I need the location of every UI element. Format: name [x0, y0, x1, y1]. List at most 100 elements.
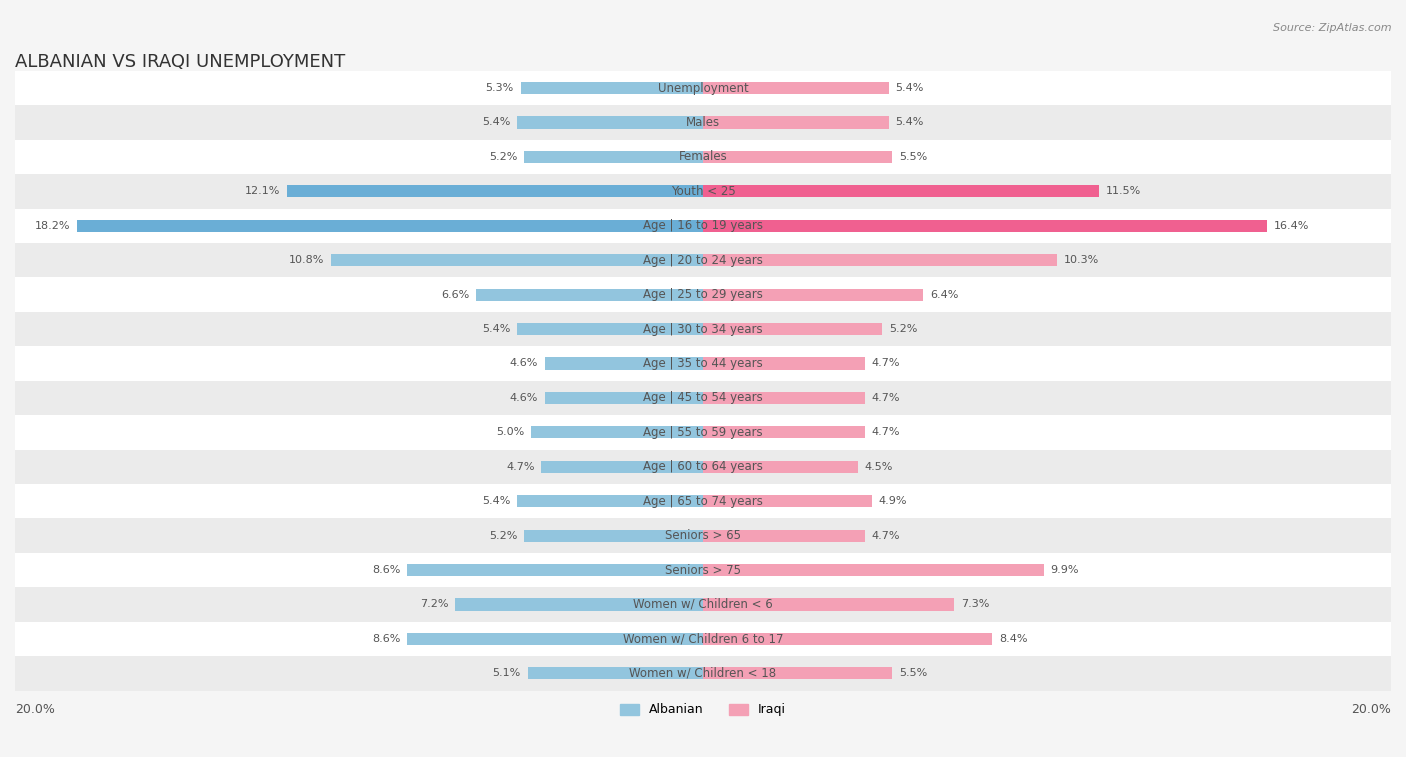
Text: Women w/ Children < 18: Women w/ Children < 18 — [630, 667, 776, 680]
Text: 11.5%: 11.5% — [1105, 186, 1140, 196]
Bar — [15, 105, 1391, 140]
Text: Age | 45 to 54 years: Age | 45 to 54 years — [643, 391, 763, 404]
Text: 4.7%: 4.7% — [506, 462, 534, 472]
Text: 6.6%: 6.6% — [441, 290, 470, 300]
Bar — [703, 323, 882, 335]
Bar — [15, 587, 1391, 621]
Bar — [15, 346, 1391, 381]
Text: 4.7%: 4.7% — [872, 531, 900, 540]
Text: 8.4%: 8.4% — [998, 634, 1028, 644]
Text: 4.5%: 4.5% — [865, 462, 893, 472]
Text: Seniors > 75: Seniors > 75 — [665, 563, 741, 577]
Text: 5.1%: 5.1% — [492, 668, 520, 678]
Bar — [703, 668, 893, 679]
Text: 5.4%: 5.4% — [482, 324, 510, 334]
Text: 5.5%: 5.5% — [898, 668, 928, 678]
Text: 5.4%: 5.4% — [482, 117, 510, 127]
Bar — [15, 656, 1391, 690]
Bar — [15, 621, 1391, 656]
Text: 5.3%: 5.3% — [485, 83, 513, 93]
Text: 5.4%: 5.4% — [896, 83, 924, 93]
Bar — [703, 633, 993, 645]
Bar — [524, 151, 703, 163]
Bar — [287, 185, 703, 198]
Bar — [77, 220, 703, 232]
Text: 9.9%: 9.9% — [1050, 565, 1078, 575]
Text: ALBANIAN VS IRAQI UNEMPLOYMENT: ALBANIAN VS IRAQI UNEMPLOYMENT — [15, 53, 346, 71]
Text: Seniors > 65: Seniors > 65 — [665, 529, 741, 542]
Bar — [15, 71, 1391, 105]
Legend: Albanian, Iraqi: Albanian, Iraqi — [616, 699, 790, 721]
Bar — [520, 82, 703, 94]
Bar — [531, 426, 703, 438]
Text: 4.6%: 4.6% — [509, 359, 538, 369]
Text: 10.3%: 10.3% — [1064, 255, 1099, 265]
Bar — [703, 530, 865, 542]
Text: Males: Males — [686, 116, 720, 129]
Text: Age | 20 to 24 years: Age | 20 to 24 years — [643, 254, 763, 266]
Text: Source: ZipAtlas.com: Source: ZipAtlas.com — [1274, 23, 1392, 33]
Bar — [15, 277, 1391, 312]
Text: Age | 60 to 64 years: Age | 60 to 64 years — [643, 460, 763, 473]
Text: Age | 25 to 29 years: Age | 25 to 29 years — [643, 288, 763, 301]
Text: Age | 16 to 19 years: Age | 16 to 19 years — [643, 220, 763, 232]
Text: Age | 65 to 74 years: Age | 65 to 74 years — [643, 495, 763, 508]
Text: 20.0%: 20.0% — [15, 702, 55, 715]
Bar — [703, 117, 889, 129]
Text: 8.6%: 8.6% — [373, 565, 401, 575]
Bar — [456, 599, 703, 610]
Bar — [517, 117, 703, 129]
Bar — [517, 323, 703, 335]
Bar — [15, 484, 1391, 519]
Text: 5.2%: 5.2% — [489, 531, 517, 540]
Bar — [15, 140, 1391, 174]
Bar — [15, 381, 1391, 415]
Text: Youth < 25: Youth < 25 — [671, 185, 735, 198]
Text: 5.4%: 5.4% — [896, 117, 924, 127]
Bar — [544, 357, 703, 369]
Bar — [15, 243, 1391, 277]
Bar — [703, 461, 858, 473]
Text: 12.1%: 12.1% — [245, 186, 280, 196]
Text: 7.2%: 7.2% — [420, 600, 449, 609]
Text: 5.4%: 5.4% — [482, 496, 510, 506]
Bar — [15, 415, 1391, 450]
Text: 5.2%: 5.2% — [489, 152, 517, 162]
Bar — [15, 450, 1391, 484]
Bar — [408, 633, 703, 645]
Text: Females: Females — [679, 151, 727, 164]
Bar — [703, 185, 1098, 198]
Bar — [15, 553, 1391, 587]
Bar — [541, 461, 703, 473]
Text: 6.4%: 6.4% — [929, 290, 959, 300]
Bar — [703, 220, 1267, 232]
Text: 5.2%: 5.2% — [889, 324, 917, 334]
Text: 4.7%: 4.7% — [872, 359, 900, 369]
Bar — [703, 151, 893, 163]
Text: 8.6%: 8.6% — [373, 634, 401, 644]
Bar — [15, 209, 1391, 243]
Bar — [408, 564, 703, 576]
Bar — [703, 564, 1043, 576]
Bar — [332, 254, 703, 266]
Text: 16.4%: 16.4% — [1274, 221, 1309, 231]
Bar — [524, 530, 703, 542]
Text: 20.0%: 20.0% — [1351, 702, 1391, 715]
Bar — [703, 357, 865, 369]
Bar — [703, 599, 955, 610]
Bar — [703, 495, 872, 507]
Text: 4.7%: 4.7% — [872, 428, 900, 438]
Text: Age | 30 to 34 years: Age | 30 to 34 years — [643, 322, 763, 335]
Bar — [15, 519, 1391, 553]
Bar — [15, 174, 1391, 209]
Text: 18.2%: 18.2% — [35, 221, 70, 231]
Bar — [703, 82, 889, 94]
Bar — [703, 288, 924, 301]
Text: 5.0%: 5.0% — [496, 428, 524, 438]
Bar — [15, 312, 1391, 346]
Text: 4.9%: 4.9% — [879, 496, 907, 506]
Bar — [517, 495, 703, 507]
Text: 7.3%: 7.3% — [960, 600, 990, 609]
Bar — [703, 392, 865, 404]
Bar — [527, 668, 703, 679]
